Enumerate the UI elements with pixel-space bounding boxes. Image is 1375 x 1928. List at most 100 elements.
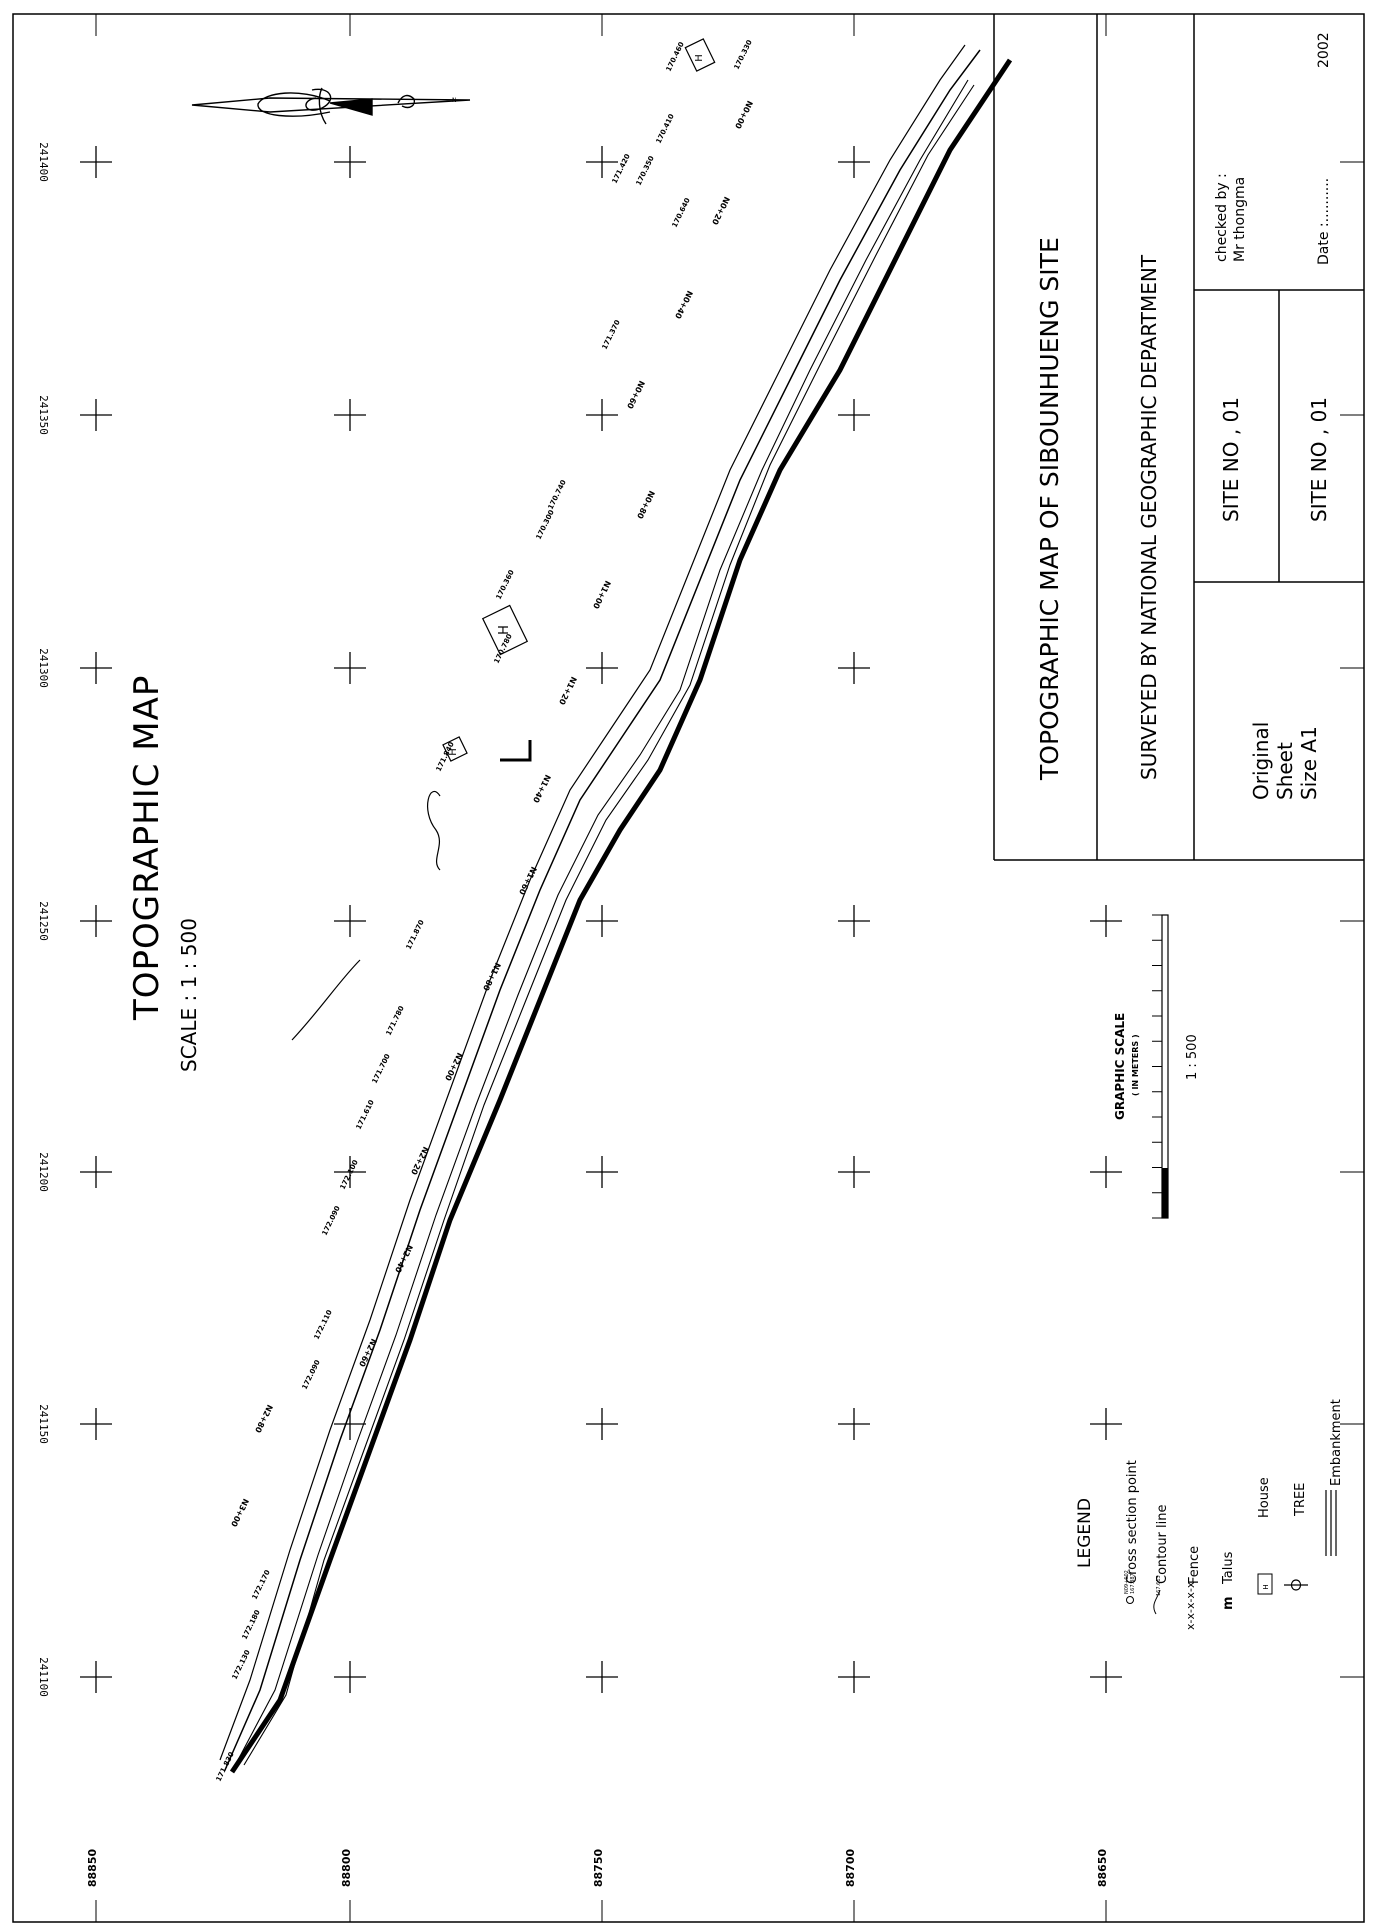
- elevation-label: 170.360: [495, 569, 516, 601]
- elevation-label: 171.610: [355, 1099, 376, 1131]
- contour-line-icon: [1153, 1589, 1161, 1615]
- station-labels: N0+00 N0+20 N0+40 N0+60 N0+80 N1+00 N1+2…: [229, 99, 754, 1528]
- legend-label: TREE: [1293, 1483, 1308, 1517]
- legend-label: House: [1257, 1477, 1272, 1518]
- grid-label-x: 88700: [844, 1849, 857, 1888]
- station-label: N1+00: [591, 579, 612, 610]
- house-label: H: [694, 54, 705, 62]
- elevation-label: 172.090: [321, 1205, 342, 1237]
- graphic-scale-units: ( IN METERS ): [1131, 1034, 1140, 1096]
- svg-text:167.613: 167.613: [1156, 1575, 1162, 1596]
- grid-label-y: 241250: [37, 901, 50, 941]
- spot-elevations: 170.330 170.460 170.410 171.420 170.350 …: [215, 39, 754, 1783]
- legend-label: Contour line: [1155, 1505, 1170, 1585]
- embankment-icon: [1325, 1490, 1337, 1556]
- grid-label-y: 241400: [37, 142, 50, 182]
- grid-label-y: 241150: [37, 1404, 50, 1444]
- svg-text:H: H: [1262, 1584, 1270, 1589]
- cross-section-point-icon: N09+602 167.887: [1124, 1570, 1136, 1604]
- grid-labels-x: 88850 88800 88750 88700 88650: [86, 1849, 1109, 1888]
- station-label: N1+80: [481, 961, 502, 992]
- fence-icon: x-x-x-x-x: [1184, 1581, 1197, 1630]
- legend-label: Embankment: [1329, 1399, 1344, 1486]
- elevation-label: 170.330: [733, 39, 754, 71]
- elevation-label: 172.180: [241, 1609, 262, 1641]
- embankment-line: [500, 740, 532, 762]
- legend-label: Talus: [1221, 1551, 1236, 1585]
- elevation-label: 171.370: [601, 319, 622, 351]
- sheet-note: Size A1: [1297, 726, 1321, 800]
- grid-label-x: 88850: [86, 1849, 99, 1888]
- contour-line: [243, 84, 975, 1766]
- contour-line: [219, 44, 966, 1761]
- house-icon: [684, 38, 716, 72]
- grid-crosses: [80, 146, 1122, 1693]
- tree-icon: [1284, 1579, 1308, 1591]
- station-label: N0+40: [673, 289, 694, 320]
- svg-text:N09+602: N09+602: [1124, 1570, 1130, 1594]
- elevation-label: 170.300: [535, 509, 556, 541]
- svg-text:167.887: 167.887: [1130, 1573, 1136, 1594]
- main-title: TOPOGRAPHIC MAP OF SIBOUNHUENG SITE: [1035, 237, 1064, 781]
- grid-label-x: 88800: [340, 1849, 353, 1888]
- grid-label-x: 88750: [592, 1849, 605, 1888]
- legend: LEGEND N09+602 167.887 Cross section poi…: [1075, 1399, 1344, 1630]
- legend-label: Fence: [1187, 1546, 1202, 1584]
- station-label: N2+40: [393, 1243, 414, 1274]
- elevation-label: 172.100: [339, 1159, 360, 1191]
- station-label: N0+20: [710, 195, 731, 226]
- title-block: [993, 14, 1364, 861]
- embankment-line: [229, 58, 1013, 1774]
- grid-label-y: 241100: [37, 1657, 50, 1697]
- graphic-scale-title: GRAPHIC SCALE: [1113, 1013, 1127, 1120]
- station-label: N1+20: [557, 675, 578, 706]
- grid-labels-y: 241400 241350 241300 241250 241200 24115…: [37, 142, 50, 1697]
- grid-label-y: 241200: [37, 1152, 50, 1192]
- station-label: N1+60: [517, 865, 538, 896]
- elevation-label: 172.090: [301, 1359, 322, 1391]
- house-label: H: [497, 625, 512, 635]
- elevation-label: 172.110: [313, 1309, 334, 1341]
- checked-by-label: checked by :: [1214, 173, 1230, 262]
- station-label: N3+00: [229, 1497, 250, 1528]
- north-arrow-icon: N: [191, 87, 471, 125]
- elevation-label: 171.420: [611, 153, 632, 185]
- house-icon: [442, 736, 468, 762]
- graphic-scale: GRAPHIC SCALE ( IN METERS ) 1 : 500: [1113, 914, 1200, 1219]
- elevation-label: 171.780: [385, 1005, 406, 1037]
- legend-label: Cross section point: [1125, 1460, 1140, 1584]
- contour-line: [427, 790, 441, 871]
- site-no-field: SITE NO , 01: [1219, 397, 1243, 522]
- grid-label-x: 88650: [1096, 1849, 1109, 1888]
- surveyed-by: SURVEYED BY NATIONAL GEOGRAPHIC DEPARTME…: [1137, 254, 1161, 780]
- station-label: N0+00: [733, 99, 754, 130]
- scale-bar-fill: [1162, 1168, 1168, 1218]
- sheet-note: Sheet: [1273, 742, 1297, 800]
- checker-name: Mr thongma: [1232, 177, 1248, 262]
- grid-ticks: [95, 14, 1364, 1922]
- contour-line: [291, 959, 361, 1041]
- elevation-label: 172.170: [251, 1569, 272, 1601]
- station-label: N0+60: [625, 379, 646, 410]
- elevation-label: 170.740: [547, 479, 568, 511]
- house-icon: H: [1257, 1573, 1273, 1595]
- talus-icon: m: [1221, 1596, 1236, 1610]
- year-field: 2002: [1316, 32, 1332, 68]
- legend-title: LEGEND: [1075, 1498, 1095, 1568]
- map-scale-label: SCALE : 1 : 500: [177, 918, 201, 1072]
- map-title: TOPOGRAPHIC MAP: [127, 675, 167, 1021]
- graphic-scale-ratio: 1 : 500: [1185, 1034, 1200, 1080]
- house-label: H: [448, 748, 459, 756]
- house-icon: [481, 604, 529, 656]
- contour-line: [224, 49, 981, 1771]
- elevation-label: 172.130: [231, 1649, 252, 1681]
- elevation-label: 171.870: [405, 919, 426, 951]
- elevation-label: 171.700: [371, 1053, 392, 1085]
- elevation-label: 170.410: [655, 113, 676, 145]
- survey-strip: [219, 38, 1013, 1774]
- elevation-label: 170.780: [493, 633, 514, 665]
- grid-label-y: 241300: [37, 648, 50, 688]
- date-field: Date :..........: [1316, 178, 1332, 265]
- svg-text:N: N: [452, 97, 457, 104]
